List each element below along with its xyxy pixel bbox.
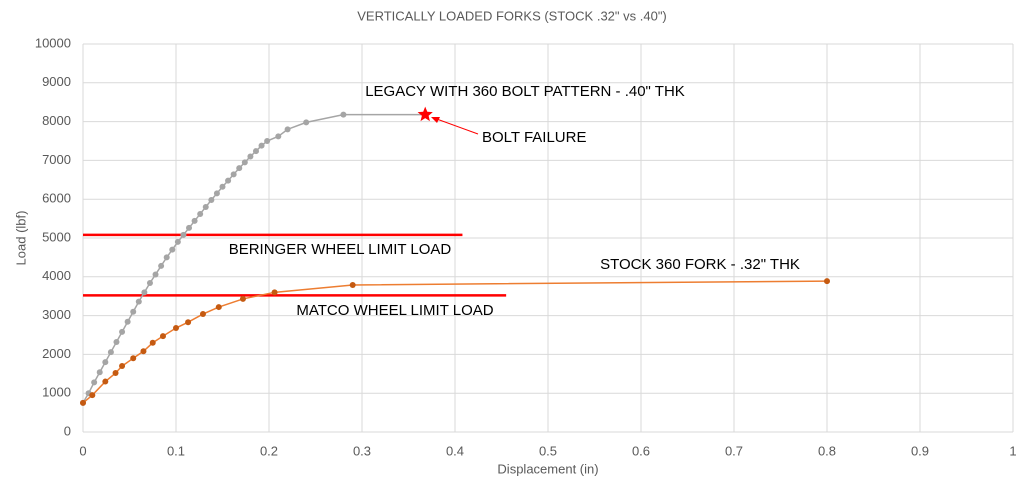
data-point: [96, 369, 103, 376]
data-point: [230, 171, 237, 178]
data-point: [159, 333, 166, 340]
data-point: [225, 177, 232, 184]
data-point: [119, 363, 126, 370]
data-point: [107, 349, 114, 356]
x-tick-label: 0.7: [725, 443, 743, 458]
data-point: [163, 254, 170, 261]
x-tick-label: 0.8: [818, 443, 836, 458]
data-point: [236, 165, 243, 172]
series-label: STOCK 360 FORK - .32" THK: [600, 256, 800, 273]
reference-label: BERINGER WHEEL LIMIT LOAD: [229, 241, 452, 258]
data-point: [191, 217, 198, 224]
reference-label: MATCO WHEEL LIMIT LOAD: [296, 302, 493, 319]
data-point: [130, 308, 137, 315]
data-point: [174, 238, 181, 245]
data-point: [197, 210, 204, 217]
x-tick-label: 0.4: [446, 443, 464, 458]
data-point: [186, 224, 193, 231]
data-point: [349, 281, 356, 288]
y-tick-label: 0: [64, 423, 71, 438]
failure-marker: [417, 106, 433, 122]
data-point: [91, 379, 98, 386]
y-tick-label: 10000: [35, 35, 71, 50]
data-point: [80, 399, 86, 406]
annotation: BOLT FAILURE: [482, 129, 586, 146]
data-point: [185, 319, 192, 326]
y-tick-label: 3000: [42, 307, 71, 322]
data-point: [208, 196, 215, 203]
series-label: LEGACY WITH 360 BOLT PATTERN - .40" THK: [365, 83, 685, 100]
chart-title: VERTICALLY LOADED FORKS (STOCK .32" vs .…: [357, 8, 667, 23]
data-point: [102, 378, 109, 385]
data-point: [152, 271, 159, 278]
data-point: [202, 203, 209, 210]
data-point: [169, 246, 176, 253]
y-tick-label: 4000: [42, 268, 71, 283]
y-tick-label: 8000: [42, 113, 71, 128]
data-point: [271, 289, 278, 296]
y-axis-label: Load (lbf): [13, 211, 28, 266]
x-tick-label: 0.9: [911, 443, 929, 458]
data-point: [149, 339, 156, 346]
data-point: [239, 295, 246, 302]
y-tick-label: 5000: [42, 229, 71, 244]
data-point: [275, 133, 282, 140]
data-point: [213, 190, 220, 197]
y-tick-label: 1000: [42, 385, 71, 400]
data-point: [112, 370, 119, 377]
data-point: [180, 231, 187, 238]
x-tick-label: 0.3: [353, 443, 371, 458]
x-tick-label: 0.5: [539, 443, 557, 458]
data-point: [824, 278, 830, 285]
data-point: [199, 311, 206, 318]
y-tick-label: 2000: [42, 346, 71, 361]
annotation-arrowhead: [431, 117, 440, 123]
data-point: [141, 289, 148, 296]
data-point: [102, 359, 109, 366]
data-point: [284, 126, 291, 133]
data-point: [119, 328, 126, 335]
data-point: [173, 325, 179, 332]
data-point: [264, 138, 271, 144]
x-tick-label: 0: [79, 443, 86, 458]
data-point: [215, 304, 222, 311]
data-point: [340, 111, 347, 118]
y-tick-label: 7000: [42, 152, 71, 167]
data-point: [247, 153, 254, 160]
data-point: [258, 142, 265, 149]
y-tick-label: 9000: [42, 74, 71, 89]
x-tick-label: 0.6: [632, 443, 650, 458]
data-point: [303, 119, 310, 126]
x-tick-label: 1: [1009, 443, 1016, 458]
data-point: [158, 262, 165, 269]
x-tick-label: 0.2: [260, 443, 278, 458]
x-axis-label: Displacement (in): [497, 461, 598, 476]
data-point: [135, 298, 142, 305]
data-point: [89, 392, 96, 399]
x-tick-label: 0.1: [167, 443, 185, 458]
annotation-arrow: [433, 117, 479, 135]
data-point: [130, 355, 137, 362]
data-point: [219, 183, 226, 190]
data-point: [252, 148, 259, 155]
data-point: [113, 338, 120, 345]
data-point: [140, 348, 147, 355]
data-point: [146, 280, 153, 287]
y-tick-label: 6000: [42, 191, 71, 206]
data-point: [241, 159, 248, 166]
data-point: [124, 318, 131, 325]
